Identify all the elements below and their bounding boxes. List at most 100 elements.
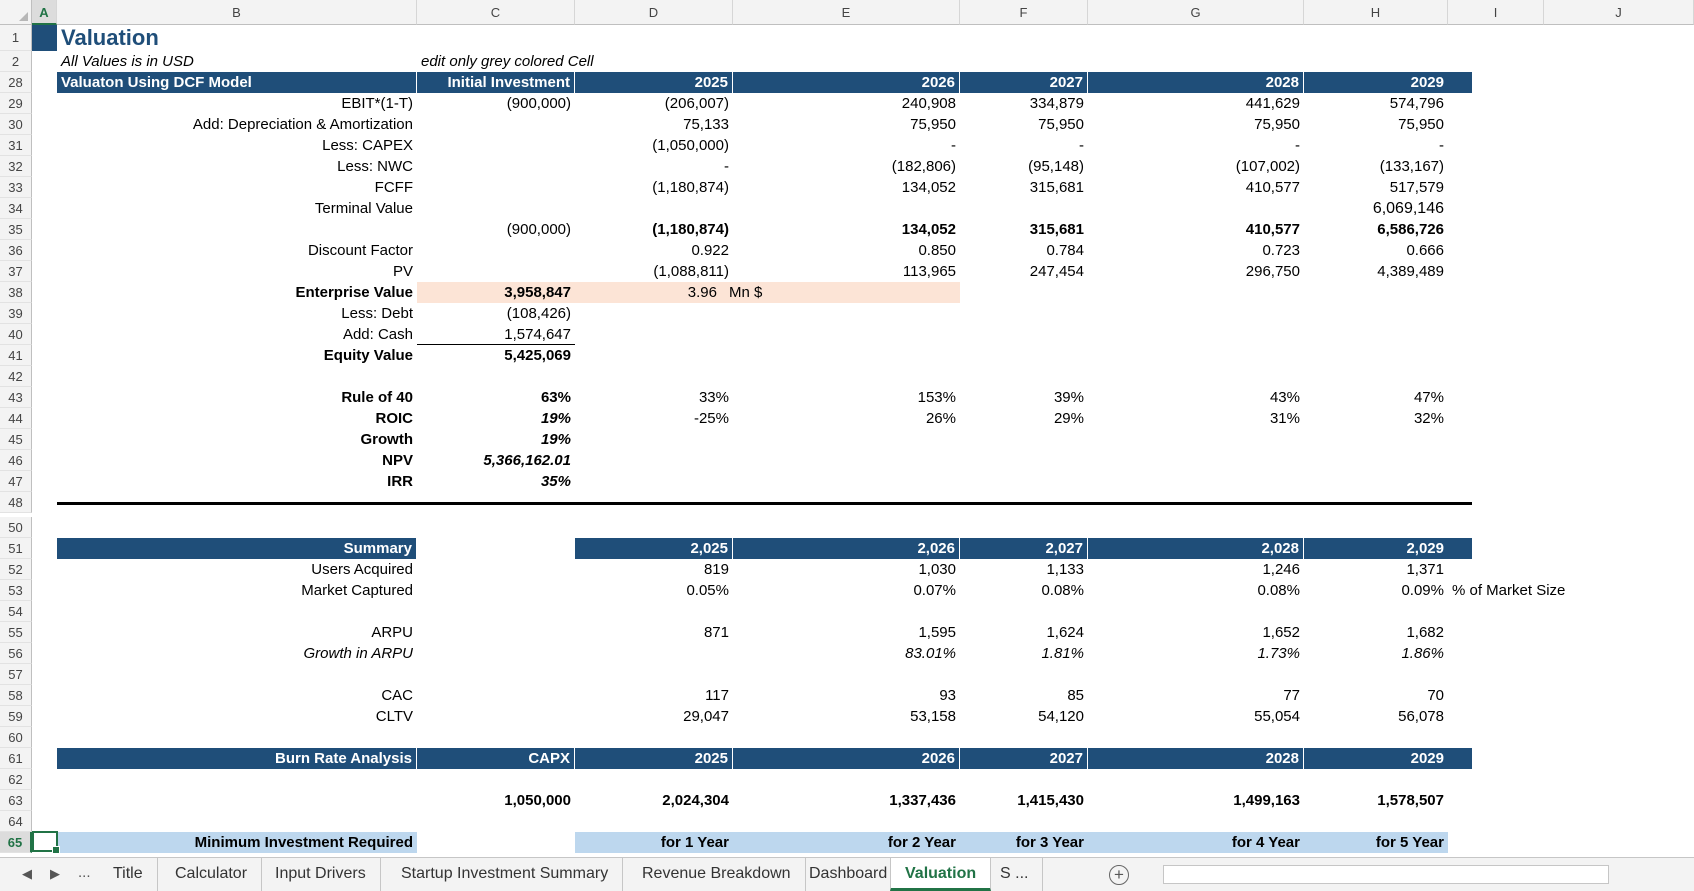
row-header-34[interactable]: 34: [0, 198, 32, 219]
pv-g[interactable]: 296,750: [1245, 263, 1300, 280]
column-header-i[interactable]: I: [1448, 0, 1544, 25]
roic-f[interactable]: 29%: [1053, 410, 1084, 427]
row-header-44[interactable]: 44: [0, 408, 32, 429]
capex-f[interactable]: -: [1079, 137, 1084, 154]
row-header-52[interactable]: 52: [0, 559, 32, 580]
burn-e[interactable]: 1,337,436: [889, 792, 956, 809]
cac-g[interactable]: 77: [1283, 687, 1300, 704]
capex-e[interactable]: -: [951, 137, 956, 154]
row-header-53[interactable]: 53: [0, 580, 32, 601]
active-cell-a65[interactable]: [32, 831, 60, 854]
capex-g[interactable]: -: [1295, 137, 1300, 154]
row-header-64[interactable]: 64: [0, 811, 32, 832]
row-header-2[interactable]: 2: [0, 51, 32, 72]
pv-d[interactable]: (1,088,811): [653, 263, 729, 280]
market-g[interactable]: 0.08%: [1257, 582, 1300, 599]
row-header-65[interactable]: 65: [0, 832, 32, 853]
row-header-31[interactable]: 31: [0, 135, 32, 156]
equity-c[interactable]: 5,425,069: [504, 347, 571, 364]
row-header-56[interactable]: 56: [0, 643, 32, 664]
burn-g[interactable]: 1,499,163: [1233, 792, 1300, 809]
total-d[interactable]: (1,180,874): [652, 221, 729, 238]
row-header-30[interactable]: 30: [0, 114, 32, 135]
cash-c[interactable]: 1,574,647: [417, 324, 575, 345]
growth-c[interactable]: 19%: [540, 431, 571, 448]
row-header-43[interactable]: 43: [0, 387, 32, 408]
sheet-tab-revenue-breakdown[interactable]: Revenue Breakdown: [628, 858, 806, 891]
total-g[interactable]: 410,577: [1245, 221, 1300, 238]
row-header-46[interactable]: 46: [0, 450, 32, 471]
row-header-47[interactable]: 47: [0, 471, 32, 492]
market-d[interactable]: 0.05%: [686, 582, 729, 599]
fcff-f[interactable]: 315,681: [1029, 179, 1084, 196]
rule40-h[interactable]: 47%: [1413, 389, 1444, 406]
cac-d[interactable]: 117: [705, 687, 729, 704]
pv-f[interactable]: 247,454: [1029, 263, 1084, 280]
sheet-tab-title[interactable]: Title: [99, 858, 158, 891]
rule40-g[interactable]: 43%: [1269, 389, 1300, 406]
sheet-tab-valuation[interactable]: Valuation: [890, 858, 992, 891]
burn-h[interactable]: 1,578,507: [1377, 792, 1444, 809]
users-h[interactable]: 1,371: [1406, 561, 1444, 578]
total-f[interactable]: 315,681: [1029, 221, 1084, 238]
row-header-37[interactable]: 37: [0, 261, 32, 282]
nwc-e[interactable]: (182,806): [891, 158, 956, 175]
ebit-e[interactable]: 240,908: [901, 95, 956, 112]
row-header-59[interactable]: 59: [0, 706, 32, 727]
column-header-h[interactable]: H: [1304, 0, 1448, 25]
arpu-growth-h[interactable]: 1.86%: [1401, 645, 1444, 662]
debt-c[interactable]: (108,426): [506, 305, 571, 322]
row-header-38[interactable]: 38: [0, 282, 32, 303]
roic-e[interactable]: 26%: [925, 410, 956, 427]
cac-f[interactable]: 85: [1067, 687, 1084, 704]
row-header-42[interactable]: 42: [0, 366, 32, 387]
market-e[interactable]: 0.07%: [913, 582, 956, 599]
users-f[interactable]: 1,133: [1046, 561, 1084, 578]
arpu-e[interactable]: 1,595: [918, 624, 956, 641]
column-header-a[interactable]: A: [32, 0, 57, 25]
da-d[interactable]: 75,133: [683, 116, 729, 133]
row-header-50[interactable]: 50: [0, 517, 32, 538]
cltv-f[interactable]: 54,120: [1038, 708, 1084, 725]
fcff-h[interactable]: 517,579: [1389, 179, 1444, 196]
row-header-29[interactable]: 29: [0, 93, 32, 114]
arpu-growth-e[interactable]: 83.01%: [905, 645, 956, 662]
roic-c[interactable]: 19%: [540, 410, 571, 427]
arpu-f[interactable]: 1,624: [1046, 624, 1084, 641]
row-header-58[interactable]: 58: [0, 685, 32, 706]
sheet-tab-calculator[interactable]: Calculator: [161, 858, 263, 891]
ebit-g[interactable]: 441,629: [1245, 95, 1300, 112]
rule40-c[interactable]: 63%: [540, 389, 571, 406]
pv-h[interactable]: 4,389,489: [1377, 263, 1444, 280]
pv-e[interactable]: 113,965: [902, 263, 956, 280]
tab-scroll-next-icon[interactable]: ▶: [50, 866, 60, 881]
select-all-corner[interactable]: [0, 0, 32, 25]
da-g[interactable]: 75,950: [1254, 116, 1300, 133]
row-header-41[interactable]: 41: [0, 345, 32, 366]
fcff-g[interactable]: 410,577: [1245, 179, 1300, 196]
ev-mn[interactable]: 3.96: [575, 282, 721, 303]
nwc-h[interactable]: (133,167): [1379, 158, 1444, 175]
tab-scroll-prev-icon[interactable]: ◀: [22, 866, 32, 881]
ebit-h[interactable]: 574,796: [1389, 95, 1444, 112]
add-sheet-icon[interactable]: +: [1109, 865, 1129, 885]
sheet-tab-startup-investment-summary[interactable]: Startup Investment Summary: [387, 858, 624, 891]
sheet-tab-dashboard[interactable]: Dashboard: [795, 858, 903, 891]
df-e[interactable]: 0.850: [918, 242, 956, 259]
row-header-63[interactable]: 63: [0, 790, 32, 811]
cltv-g[interactable]: 55,054: [1254, 708, 1300, 725]
df-h[interactable]: 0.666: [1406, 242, 1444, 259]
da-f[interactable]: 75,950: [1038, 116, 1084, 133]
row-header-32[interactable]: 32: [0, 156, 32, 177]
ebit-f[interactable]: 334,879: [1029, 95, 1084, 112]
cltv-d[interactable]: 29,047: [683, 708, 729, 725]
ev-c[interactable]: 3,958,847: [417, 282, 575, 303]
row-header-40[interactable]: 40: [0, 324, 32, 345]
burn-d[interactable]: 2,024,304: [662, 792, 729, 809]
row-header-36[interactable]: 36: [0, 240, 32, 261]
column-header-c[interactable]: C: [417, 0, 575, 25]
nwc-g[interactable]: (107,002): [1235, 158, 1300, 175]
rule40-d[interactable]: 33%: [698, 389, 729, 406]
row-header-28[interactable]: 28: [0, 72, 32, 93]
row-header-1[interactable]: 1: [0, 25, 32, 51]
